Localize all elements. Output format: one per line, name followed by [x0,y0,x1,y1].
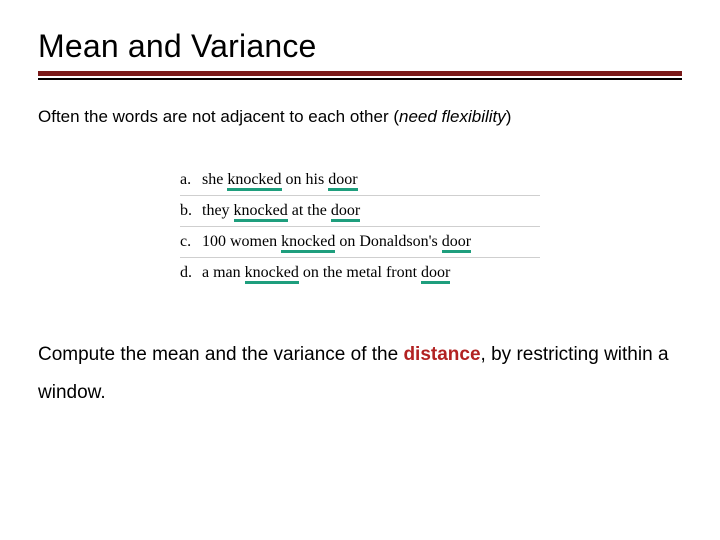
intro-line: Often the words are not adjacent to each… [38,106,682,129]
example-label: c. [180,233,202,251]
example-row: b. they knocked at the door [180,196,540,227]
intro-prefix: Often the words are not adjacent to each… [38,107,399,126]
word-highlight: knocked [234,202,288,222]
example-sentence: 100 women knocked on Donaldson's door [202,233,471,251]
example-sentence: she knocked on his door [202,171,358,189]
conclusion: Compute the mean and the variance of the… [38,336,682,412]
word: they [202,202,230,219]
intro-italic: need flexibility [399,107,506,126]
slide: Mean and Variance Often the words are no… [0,0,720,540]
example-row: d. a man knocked on the metal front door [180,258,540,288]
word: on the metal front [303,264,417,281]
conclusion-prefix: Compute the mean and the variance of the [38,344,403,365]
word: she [202,171,223,188]
word-highlight: door [331,202,360,222]
conclusion-highlight: distance [403,344,480,365]
example-label: a. [180,171,202,189]
example-label: d. [180,264,202,282]
divider-thin [38,78,682,80]
example-row: a. she knocked on his door [180,165,540,196]
example-sentence: they knocked at the door [202,202,360,220]
example-sentence: a man knocked on the metal front door [202,264,450,282]
word-highlight: door [442,233,471,253]
word-highlight: knocked [245,264,299,284]
divider-thick [38,71,682,76]
word-highlight: knocked [281,233,335,253]
example-label: b. [180,202,202,220]
example-row: c. 100 women knocked on Donaldson's door [180,227,540,258]
word-highlight: door [328,171,357,191]
word: on his [286,171,325,188]
word: at the [292,202,327,219]
examples-list: a. she knocked on his door b. they knock… [180,165,540,288]
word-highlight: knocked [227,171,281,191]
word-highlight: door [421,264,450,284]
examples-container: a. she knocked on his door b. they knock… [38,165,682,288]
word: a man [202,264,241,281]
word: on Donaldson's [339,233,437,250]
intro-suffix: ) [506,107,512,126]
word: 100 women [202,233,277,250]
slide-title: Mean and Variance [38,28,682,65]
